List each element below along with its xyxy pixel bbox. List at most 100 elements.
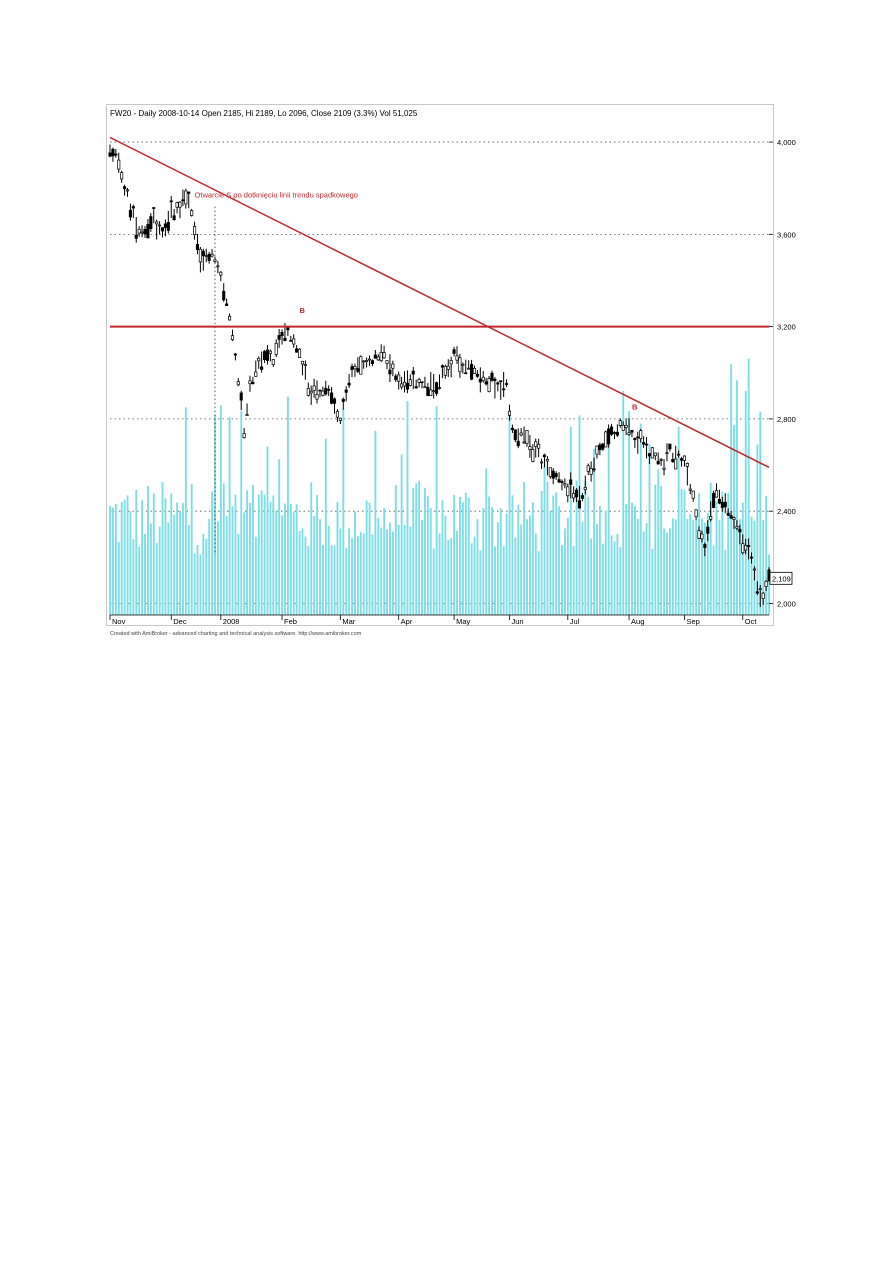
volume-bar: [619, 547, 622, 615]
volume-bar: [680, 489, 683, 615]
volume-bar: [750, 516, 753, 615]
candle-body: [598, 444, 602, 451]
volume-bar: [246, 490, 249, 615]
volume-bar: [208, 519, 211, 615]
candle-body: [732, 517, 736, 520]
volume-bar: [663, 528, 666, 615]
candle-body: [726, 512, 730, 516]
volume-bar: [135, 489, 138, 615]
volume-bar: [359, 532, 362, 615]
candle-body: [484, 381, 488, 385]
volume-bar: [692, 519, 695, 615]
volume-bar: [575, 480, 578, 615]
volume-bar: [112, 507, 114, 615]
candle-body: [627, 432, 631, 435]
candle-body: [446, 365, 450, 370]
candle-body: [260, 366, 264, 370]
volume-bar: [286, 396, 289, 615]
candle-body: [181, 199, 185, 202]
y-tick-label: 2,400: [777, 507, 796, 516]
volume-bar: [511, 495, 514, 615]
volume-bar: [147, 486, 149, 615]
volume-bar: [342, 408, 345, 615]
volume-bar: [523, 482, 526, 615]
x-tick-label: Dec: [173, 617, 187, 626]
candle-body: [152, 207, 156, 209]
volume-bar: [421, 519, 424, 615]
x-tick-label: Aug: [631, 617, 644, 626]
y-tick-label: 2,000: [777, 599, 796, 608]
candle-body: [356, 368, 360, 372]
volume-bar: [561, 544, 563, 615]
candle-body: [373, 354, 377, 359]
candle-body: [540, 461, 544, 464]
volume-bar: [219, 405, 222, 615]
x-tick-label: Nov: [112, 617, 126, 626]
candle-body: [379, 352, 383, 361]
candle-body: [764, 581, 768, 587]
volume-bar: [657, 469, 660, 615]
volume-bar: [590, 538, 593, 615]
candle-body: [297, 348, 302, 358]
candle-body: [665, 452, 669, 455]
volume-bar: [269, 501, 272, 615]
candle-body: [315, 394, 319, 400]
last-close-box: [769, 571, 793, 585]
candle-body: [642, 442, 646, 445]
candle-body: [242, 433, 246, 438]
candle-body: [510, 427, 514, 431]
volume-bar: [534, 533, 537, 615]
candle-body: [487, 378, 491, 392]
volume-bar: [126, 495, 129, 615]
volume-bar: [558, 506, 561, 615]
volume-bar: [123, 499, 126, 615]
candle-body: [490, 372, 494, 381]
candle-body: [137, 228, 141, 234]
volume-bar: [243, 512, 246, 615]
candle-body: [580, 495, 584, 499]
volume-bar: [284, 503, 286, 615]
x-tick-label: 2008: [223, 617, 240, 626]
volume-bar: [444, 515, 447, 615]
volume-bar: [598, 506, 601, 615]
volume-bar: [377, 517, 380, 615]
volume-bar: [424, 487, 426, 615]
volume-bar: [563, 528, 566, 615]
candle-body: [210, 253, 214, 257]
candle-body: [228, 315, 232, 321]
chart-title: FW20 - Daily 2008-10-14 Open 2185, Hi 21…: [110, 109, 418, 118]
candle-body: [172, 215, 176, 221]
volume-bar: [709, 482, 712, 615]
volume-bar: [432, 548, 435, 615]
volume-bar: [278, 459, 281, 615]
volume-bar: [759, 411, 762, 615]
volume-bar: [263, 494, 266, 615]
candle-body: [569, 479, 573, 485]
candle-body: [706, 526, 710, 534]
candle-body: [134, 234, 138, 239]
x-tick-label: Jul: [570, 617, 580, 626]
candle-body: [478, 378, 482, 383]
volume-bar: [514, 537, 517, 615]
volume-bar: [184, 407, 187, 615]
volume-bar: [289, 503, 292, 615]
volume-bar: [467, 497, 470, 615]
candle-body: [455, 355, 459, 361]
candle-body: [160, 227, 165, 232]
candle-body: [630, 429, 634, 433]
volume-bar: [298, 530, 301, 615]
candle-body: [516, 440, 520, 447]
volume-bar: [403, 525, 406, 615]
volume-bar: [715, 501, 718, 615]
candle-body: [222, 290, 226, 301]
volume-bar: [747, 358, 750, 615]
volume-bar: [496, 522, 499, 615]
volume-bar: [447, 539, 450, 615]
x-tick-label: Apr: [401, 617, 413, 626]
volume-bar: [435, 406, 438, 615]
volume-bar: [109, 505, 111, 615]
candle-body: [204, 255, 208, 257]
candle-body: [370, 360, 374, 364]
volume-bar: [176, 502, 179, 615]
candle-body: [577, 500, 582, 509]
